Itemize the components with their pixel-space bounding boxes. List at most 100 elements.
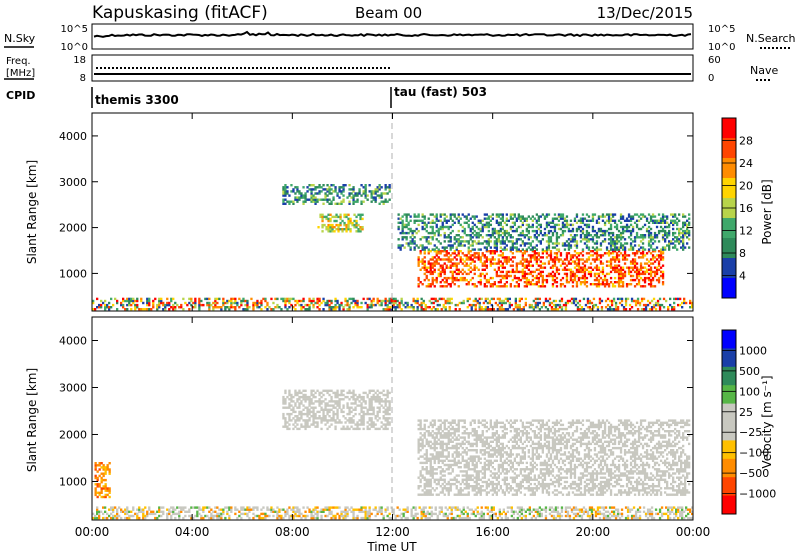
- heatmap-cell: [657, 262, 661, 265]
- heatmap-cell: [550, 514, 554, 518]
- heatmap-cell: [647, 250, 651, 253]
- heatmap-cell: [306, 410, 309, 414]
- heatmap-cell: [473, 234, 476, 237]
- heatmap-cell: [529, 256, 532, 259]
- heatmap-cell: [527, 254, 530, 257]
- heatmap-cell: [577, 260, 581, 263]
- heatmap-cell: [637, 272, 641, 276]
- heatmap-cell: [591, 254, 595, 257]
- heatmap-cell: [508, 303, 511, 307]
- heatmap-cell: [388, 297, 391, 301]
- heatmap-cell: [340, 421, 343, 424]
- heatmap-cell: [342, 306, 345, 309]
- heatmap-cell: [298, 198, 301, 201]
- heatmap-cell: [653, 285, 657, 288]
- heatmap-cell: [517, 278, 520, 282]
- heatmap-cell: [601, 266, 605, 269]
- heatmap-cell: [441, 258, 444, 261]
- heatmap-cell: [519, 262, 522, 265]
- heatmap-cell: [352, 427, 355, 431]
- heatmap-cell: [583, 281, 587, 284]
- heatmap-cell: [473, 240, 476, 243]
- heatmap-cell: [667, 516, 670, 520]
- heatmap-cell: [551, 219, 555, 222]
- heatmap-cell: [318, 184, 321, 187]
- heatmap-cell: [587, 231, 591, 235]
- heatmap-cell: [94, 464, 97, 467]
- heatmap-cell: [563, 217, 567, 220]
- heatmap-cell: [423, 262, 426, 265]
- heatmap-cell: [198, 303, 201, 307]
- heatmap-cell: [547, 260, 551, 263]
- heatmap-cell: [635, 234, 639, 237]
- heatmap-cell: [415, 231, 418, 235]
- heatmap-cell: [312, 184, 315, 187]
- heatmap-cell: [442, 514, 445, 518]
- heatmap-cell: [573, 240, 577, 243]
- heatmap-cell: [573, 276, 577, 280]
- heatmap-cell: [360, 419, 363, 422]
- heatmap-cell: [577, 227, 581, 231]
- heatmap-cell: [401, 225, 404, 229]
- heatmap-cell: [511, 256, 514, 259]
- heatmap-cell: [370, 402, 373, 405]
- heatmap-cell: [324, 423, 327, 426]
- heatmap-cell: [470, 308, 473, 311]
- heatmap-cell: [669, 510, 672, 513]
- heatmap-cell: [445, 246, 448, 249]
- heatmap-cell: [481, 236, 484, 239]
- heatmap-cell: [214, 510, 217, 513]
- heatmap-cell: [441, 213, 444, 216]
- heatmap-cell: [463, 215, 466, 218]
- heatmap-cell: [380, 421, 383, 424]
- heatmap-cell: [607, 231, 611, 235]
- heatmap-cell: [138, 516, 141, 520]
- heatmap-cell: [552, 508, 556, 511]
- heatmap-cell: [308, 425, 311, 428]
- heatmap-cell: [621, 225, 625, 229]
- heatmap-cell: [654, 301, 658, 305]
- heatmap-cell: [407, 223, 410, 227]
- heatmap-cell: [551, 258, 555, 261]
- heatmap-cell: [511, 244, 514, 247]
- heatmap-cell: [601, 262, 605, 265]
- heatmap-cell: [578, 514, 582, 518]
- heatmap-cell: [631, 227, 635, 231]
- heatmap-cell: [655, 254, 659, 257]
- heatmap-cell: [532, 508, 535, 511]
- heatmap-cell: [471, 221, 474, 224]
- heatmap-cell: [643, 276, 647, 280]
- heatmap-cell: [544, 516, 548, 520]
- heatmap-cell: [509, 234, 512, 237]
- heatmap-cell: [596, 306, 600, 309]
- heatmap-cell: [314, 508, 317, 511]
- heatmap-cell: [575, 281, 579, 284]
- heatmap-cell: [626, 297, 630, 301]
- heatmap-cell: [635, 266, 639, 269]
- heatmap-cell: [360, 301, 363, 305]
- heatmap-cell: [310, 301, 313, 305]
- heatmap-cell: [194, 297, 197, 301]
- heatmap-cell: [304, 516, 307, 520]
- heatmap-cell: [569, 244, 573, 247]
- nsky-tick-bottom-right: 10^0: [708, 42, 735, 53]
- heatmap-cell: [210, 303, 213, 307]
- heatmap-cell: [611, 240, 615, 243]
- heatmap-cell: [130, 297, 133, 301]
- heatmap-cell: [581, 221, 585, 224]
- heatmap-cell: [607, 242, 611, 245]
- heatmap-cell: [509, 283, 512, 286]
- heatmap-cell: [431, 258, 434, 261]
- heatmap-cell: [300, 415, 303, 418]
- heatmap-cell: [477, 231, 480, 235]
- heatmap-cell: [543, 285, 547, 288]
- heatmap-cell: [130, 308, 133, 311]
- heatmap-cell: [616, 514, 620, 518]
- heatmap-cell: [296, 427, 299, 431]
- heatmap-cell: [682, 242, 685, 245]
- heatmap-cell: [338, 188, 341, 191]
- heatmap-cell: [335, 213, 338, 216]
- heatmap-cell: [360, 415, 363, 418]
- heatmap-cell: [528, 303, 531, 307]
- heatmap-cell: [427, 250, 430, 253]
